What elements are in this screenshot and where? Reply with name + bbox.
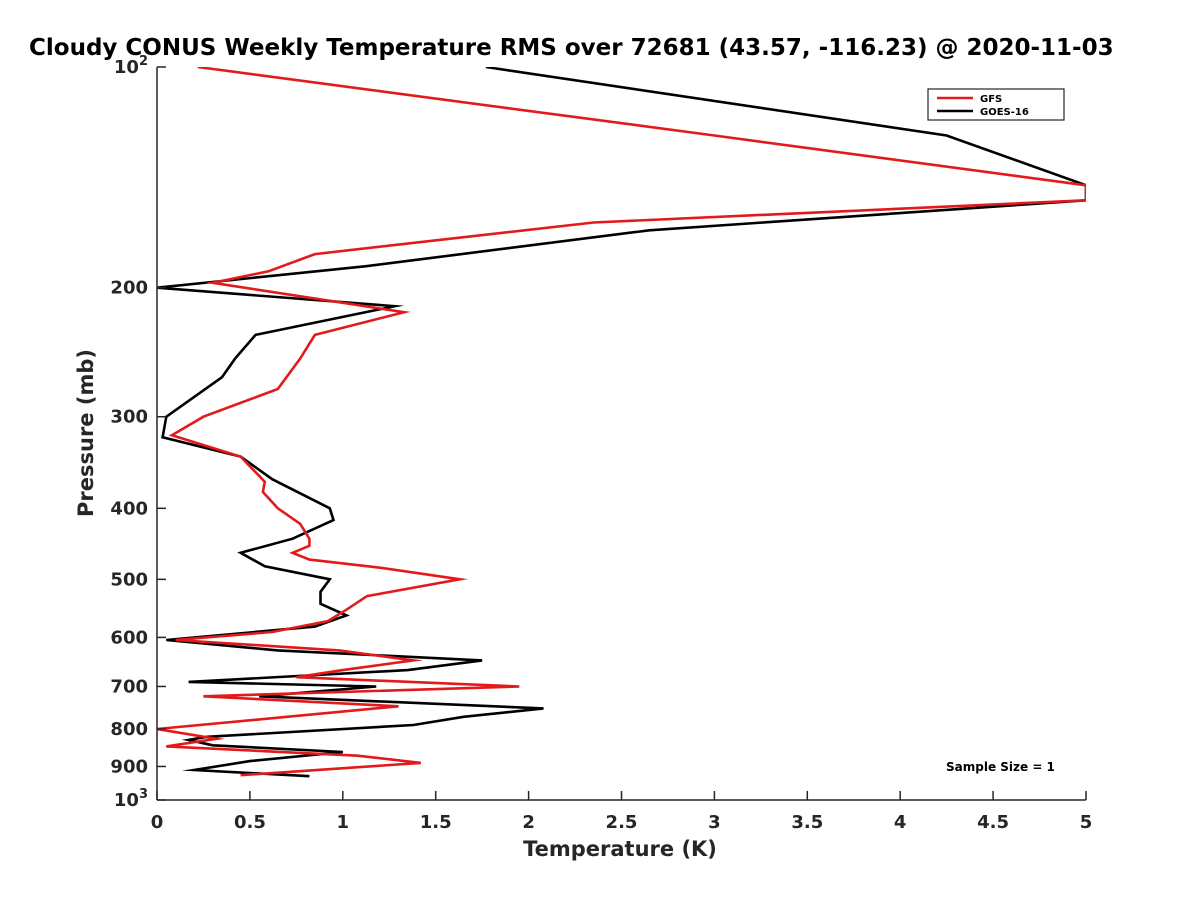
x-axis-ticks: 0 0.5 1 1.5 2 2.5 3 3.5 4 4.5 5: [151, 791, 1093, 833]
x-tick-label: 4: [894, 812, 907, 833]
x-tick-label: 1.5: [420, 812, 452, 833]
x-axis-label: Temperature (K): [523, 837, 717, 861]
y-tick-label: 200: [110, 278, 148, 299]
y-tick-label: 400: [110, 498, 148, 519]
y-tick-label: 800: [110, 719, 148, 740]
series-layer: [157, 67, 1086, 778]
legend: GFS GOES-16: [927, 88, 1065, 121]
y-axis-label: Pressure (mb): [74, 349, 98, 517]
x-tick-label: 0: [151, 812, 164, 833]
y-tick-label: 500: [110, 569, 148, 590]
sample-size-annotation: Sample Size = 1: [946, 760, 1055, 774]
x-tick-label: 3.5: [791, 812, 823, 833]
axes-box: [157, 67, 1086, 800]
y-tick-label: 600: [110, 627, 148, 648]
legend-label-gfs: GFS: [980, 94, 1002, 105]
chart-title: Cloudy CONUS Weekly Temperature RMS over…: [29, 35, 1114, 61]
x-tick-label: 5: [1080, 812, 1093, 833]
series-line-goes-16: [157, 67, 1086, 778]
series-line-gfs: [157, 67, 1086, 777]
y-axis-ticks: 102 200 300 400 500 600 700 800 900 103: [110, 54, 166, 811]
legend-label-goes-16: GOES-16: [980, 107, 1029, 118]
x-tick-label: 3: [708, 812, 721, 833]
x-tick-label: 0.5: [234, 812, 266, 833]
y-tick-label: 300: [110, 407, 148, 428]
plot-area: 0 0.5 1 1.5 2 2.5 3 3.5 4 4.5 5 102 200 300 400 500 600…: [110, 54, 1092, 833]
y-tick-label: 102: [114, 54, 148, 78]
x-tick-label: 2: [522, 812, 535, 833]
x-tick-label: 4.5: [977, 812, 1009, 833]
y-tick-label: 700: [110, 676, 148, 697]
y-tick-label: 900: [110, 756, 148, 777]
x-tick-label: 1: [337, 812, 350, 833]
x-tick-label: 2.5: [606, 812, 638, 833]
y-tick-label: 103: [114, 787, 148, 811]
legend-box: [927, 88, 1065, 121]
